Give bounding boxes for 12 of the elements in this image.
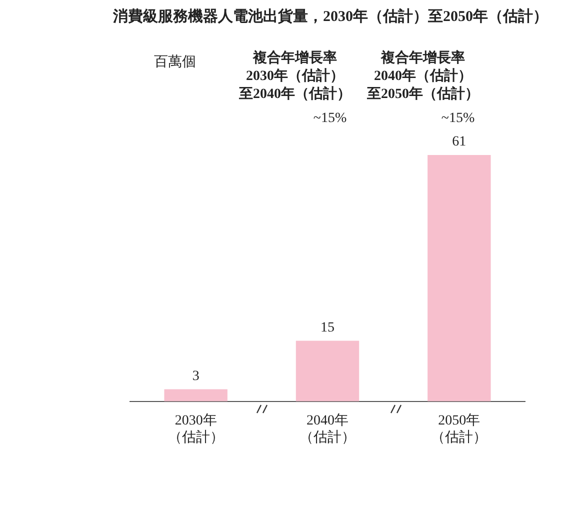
data-label: 61 <box>452 134 466 150</box>
x-tick-label: 2040年（估計） <box>300 412 356 446</box>
data-label: 3 <box>192 368 200 384</box>
text: 複合年增長率2030年（估計）至2040年（估計） <box>238 50 352 104</box>
text: 複合年增長率2040年（估計）至2050年（估計） <box>366 50 480 104</box>
text: ~15% <box>312 110 348 128</box>
x-tick-label: 2050年（估計） <box>431 412 488 446</box>
x-tick-label: 2030年（估計） <box>168 412 224 446</box>
text: ~15% <box>440 110 476 128</box>
text: 百萬個 <box>153 54 197 72</box>
data-label: 15 <box>320 320 334 336</box>
chart-title: 消費級服務機器人電池出貨量，2030年（估計）至2050年（估計） <box>112 8 549 26</box>
